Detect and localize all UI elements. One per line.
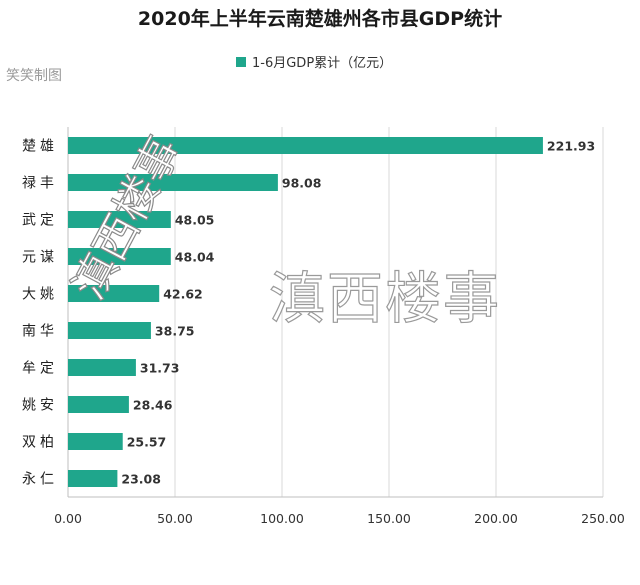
x-tick-label: 200.00 (474, 511, 518, 526)
bar (68, 470, 118, 487)
value-label: 98.08 (282, 176, 322, 191)
footer-watermark: 头条 @滇西楼事 (520, 556, 630, 574)
bar (68, 248, 171, 265)
bars (68, 137, 543, 487)
value-label: 23.08 (121, 472, 161, 487)
category-label: 双柏 (22, 435, 58, 451)
value-label: 28.46 (133, 398, 173, 413)
bar (68, 433, 123, 450)
value-label: 31.73 (140, 361, 180, 376)
chart-legend: 1-6月GDP累计（亿元） (236, 56, 392, 71)
value-label: 38.75 (155, 324, 195, 339)
watermark-center: 滇西楼事 (269, 267, 501, 332)
category-label: 禄丰 (22, 176, 58, 192)
bar (68, 396, 129, 413)
chart-credit: 笑笑制图 (6, 68, 62, 84)
value-label: 25.57 (127, 435, 167, 450)
x-tick-label: 0.00 (54, 511, 82, 526)
value-label: 48.04 (175, 250, 215, 265)
chart-title: 2020年上半年云南楚雄州各市县GDP统计 (138, 7, 502, 30)
category-label: 牟定 (22, 361, 58, 377)
x-tick-labels: 0.00 50.00 100.00 150.00 200.00 250.00 (54, 511, 625, 526)
bar (68, 322, 151, 339)
bar (68, 211, 171, 228)
category-label: 武定 (22, 213, 58, 229)
value-label: 42.62 (163, 287, 203, 302)
bar (68, 174, 278, 191)
value-labels: 221.93 98.08 48.05 48.04 42.62 38.75 31.73 28.4… (121, 139, 595, 487)
legend-label: 1-6月GDP累计（亿元） (252, 56, 392, 71)
category-label: 姚安 (22, 398, 58, 414)
legend-swatch (236, 57, 246, 67)
value-label: 221.93 (547, 139, 595, 154)
x-tick-label: 100.00 (260, 511, 304, 526)
category-label: 南华 (22, 324, 58, 340)
category-label: 永仁 (22, 472, 58, 488)
x-tick-label: 250.00 (581, 511, 625, 526)
bar (68, 137, 543, 154)
value-label: 48.05 (175, 213, 215, 228)
category-label: 元谋 (22, 250, 58, 266)
bar (68, 285, 160, 302)
x-tick-label: 150.00 (367, 511, 411, 526)
bar (68, 359, 136, 376)
category-label: 楚雄 (22, 139, 58, 155)
x-tick-label: 50.00 (157, 511, 193, 526)
category-label: 大姚 (22, 287, 58, 303)
